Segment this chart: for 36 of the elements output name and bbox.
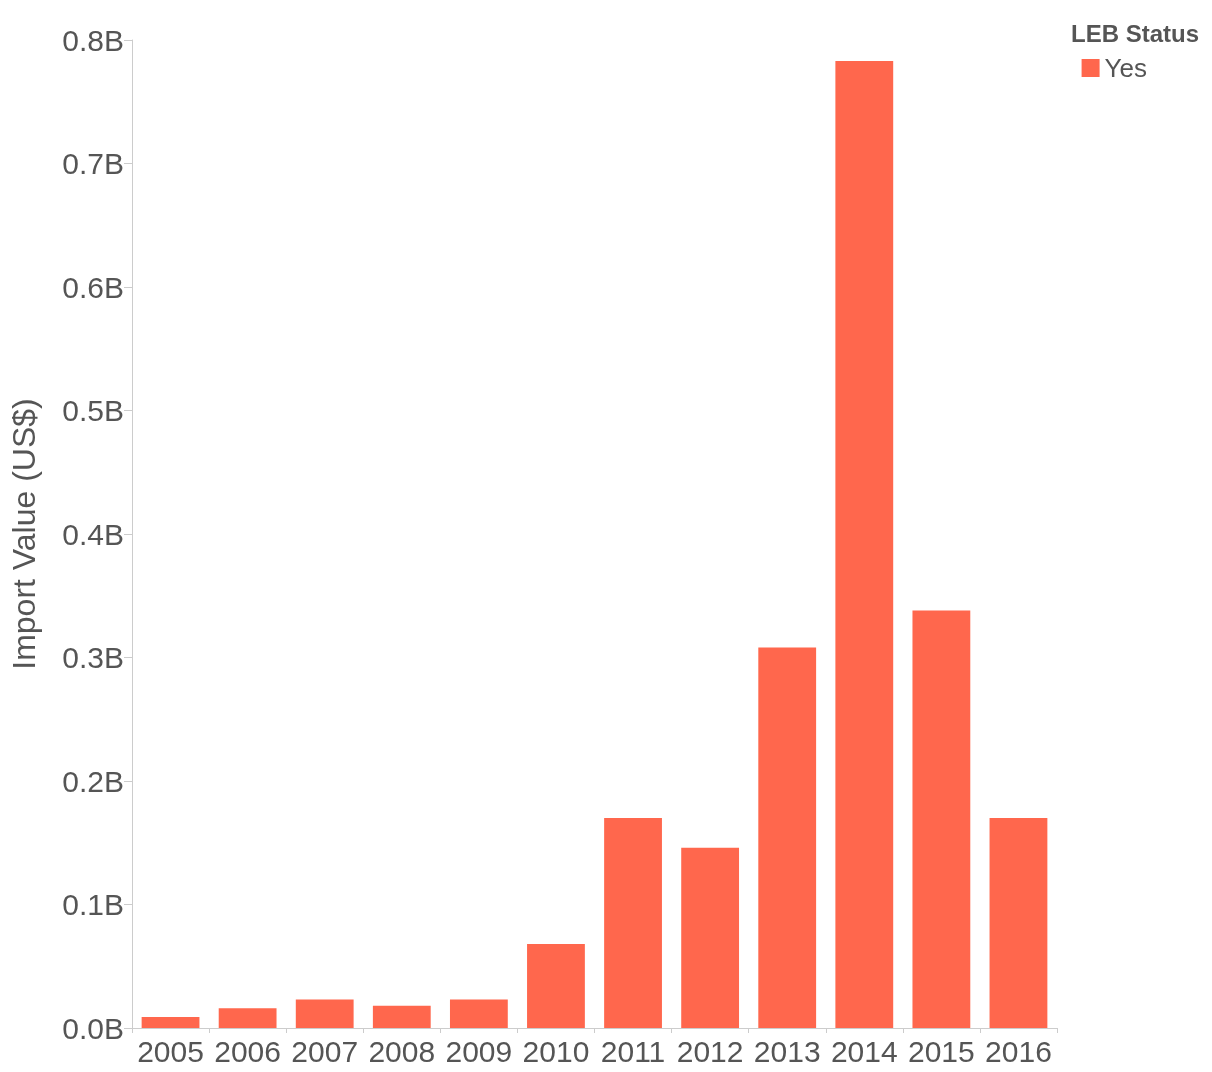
y-tick-label: 0.2B (62, 764, 124, 798)
x-tick-label: 2006 (214, 1034, 281, 1068)
y-tick-label: 0.3B (62, 641, 124, 674)
y-tick-label: 0.1B (62, 888, 124, 921)
x-tick-label: 2011 (600, 1034, 666, 1068)
y-tick-label: 0.4B (62, 517, 124, 551)
y-axis-title: Import Value (US$) (6, 398, 42, 670)
x-tick-label: 2013 (753, 1034, 821, 1068)
x-tick-label: 2010 (522, 1034, 590, 1068)
bar (141, 1016, 200, 1028)
bar (218, 1008, 277, 1028)
y-tick-label: 0.7B (62, 147, 124, 180)
y-tick-label: 0.0B (62, 1011, 124, 1045)
bar (449, 999, 508, 1028)
y-tick-label: 0.6B (62, 270, 124, 304)
bar (758, 647, 817, 1028)
x-tick-label: 2008 (368, 1034, 436, 1068)
x-tick-label: 2009 (445, 1034, 513, 1068)
bar (681, 847, 740, 1028)
legend-label: Yes (1104, 53, 1148, 83)
x-tick-label: 2014 (830, 1034, 898, 1068)
x-tick-label: 2016 (985, 1034, 1052, 1068)
bar (835, 61, 894, 1028)
x-tick-label: 2012 (676, 1034, 744, 1068)
x-tick-label: 2007 (291, 1034, 359, 1068)
y-tick-label: 0.8B (62, 23, 124, 57)
bar (989, 818, 1048, 1028)
bar (527, 944, 585, 1028)
y-tick-label: 0.5B (62, 394, 124, 427)
x-tick-label: 2015 (908, 1034, 975, 1068)
bar (604, 818, 662, 1028)
legend-title: LEB Status (1070, 19, 1199, 47)
bar (912, 610, 971, 1028)
bar (295, 999, 354, 1028)
x-tick-label: 2005 (137, 1034, 204, 1068)
bar (372, 1005, 431, 1028)
